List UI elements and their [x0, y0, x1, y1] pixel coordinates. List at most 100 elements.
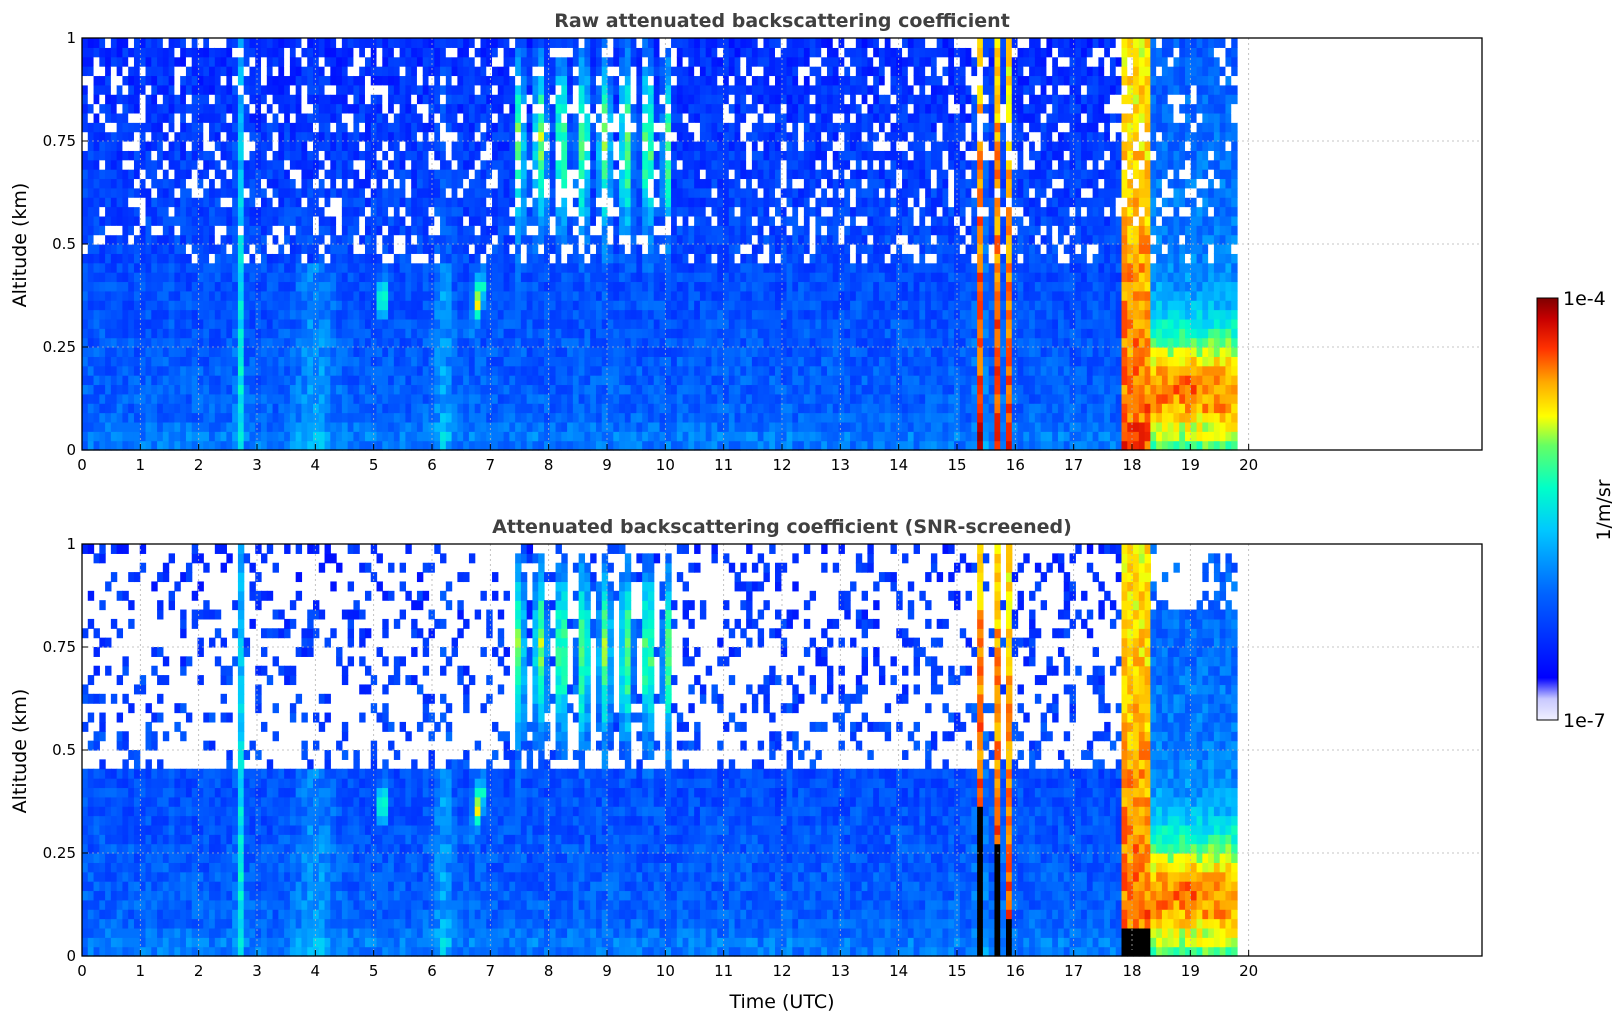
heatmap-cell — [694, 384, 701, 395]
heatmap-cell — [376, 141, 383, 151]
heatmap-cell — [601, 131, 609, 142]
heatmap-cell — [538, 94, 545, 105]
heatmap-cell — [607, 75, 614, 86]
heatmap-cell — [289, 150, 297, 161]
heatmap-cell — [261, 309, 268, 320]
heatmap-cell — [209, 84, 216, 95]
heatmap-cell — [313, 356, 320, 367]
heatmap-cell — [717, 84, 724, 95]
heatmap-cell — [509, 412, 516, 423]
heatmap-cell — [122, 337, 129, 348]
heatmap-cell — [370, 262, 378, 273]
heatmap-cell — [659, 178, 666, 189]
heatmap-cell — [676, 244, 684, 254]
heatmap-cell — [676, 365, 684, 376]
heatmap-cell — [243, 169, 251, 180]
heatmap-cell — [289, 234, 297, 245]
heatmap-cell — [509, 300, 516, 311]
heatmap-cell — [532, 365, 539, 376]
heatmap-cell — [705, 84, 713, 95]
heatmap-cell — [122, 94, 129, 105]
heatmap-cell — [503, 234, 510, 245]
heatmap-cell — [388, 421, 395, 432]
heatmap-cell — [647, 112, 655, 123]
heatmap-cell — [532, 375, 539, 386]
heatmap-cell — [590, 66, 597, 77]
heatmap-cell — [549, 103, 557, 114]
heatmap-cell — [636, 56, 643, 67]
heatmap-cell — [503, 112, 510, 123]
heatmap-cell — [497, 375, 505, 386]
heatmap-cell — [445, 356, 453, 367]
heatmap-cell — [630, 178, 638, 189]
heatmap-cell — [116, 384, 124, 395]
heatmap-cell — [261, 75, 268, 86]
heatmap-cell — [544, 169, 551, 180]
heatmap-cell — [139, 187, 147, 198]
heatmap-cell — [595, 66, 603, 77]
heatmap-cell — [99, 131, 106, 142]
heatmap-cell — [399, 131, 407, 142]
heatmap-cell — [619, 421, 626, 432]
heatmap-cell — [445, 122, 453, 133]
heatmap-cell — [416, 38, 424, 48]
heatmap-cell — [364, 131, 372, 142]
heatmap-cell — [711, 141, 718, 151]
heatmap-cell — [642, 244, 649, 254]
heatmap-cell — [595, 328, 603, 339]
heatmap-cell — [388, 290, 395, 301]
heatmap-cell — [434, 206, 441, 217]
heatmap-cell — [347, 169, 355, 180]
heatmap-cell — [382, 94, 389, 105]
heatmap-cell — [451, 431, 458, 442]
heatmap-cell — [434, 84, 441, 95]
heatmap-cell — [549, 300, 557, 311]
heatmap-cell — [376, 356, 383, 367]
heatmap-cell — [313, 347, 320, 357]
heatmap-cell — [503, 412, 510, 423]
heatmap-cell — [578, 412, 586, 423]
heatmap-cell — [393, 94, 401, 105]
heatmap-cell — [185, 103, 193, 114]
heatmap-cell — [185, 272, 193, 283]
heatmap-cell — [492, 38, 499, 48]
heatmap-cell — [370, 206, 378, 217]
heatmap-cell — [728, 290, 736, 301]
heatmap-cell — [243, 384, 251, 395]
heatmap-cell — [734, 272, 741, 283]
heatmap-cell — [538, 403, 545, 414]
heatmap-cell — [214, 300, 222, 311]
heatmap-cell — [249, 281, 256, 292]
heatmap-cell — [601, 75, 609, 86]
heatmap-cell — [734, 281, 741, 292]
heatmap-cell — [416, 328, 424, 339]
heatmap-cell — [676, 131, 684, 142]
heatmap-cell — [226, 103, 233, 114]
heatmap-cell — [492, 365, 499, 376]
heatmap-cell — [578, 197, 586, 208]
heatmap-cell — [220, 47, 227, 58]
heatmap-cell — [82, 262, 89, 273]
heatmap-cell — [226, 56, 233, 67]
heatmap-cell — [151, 272, 158, 283]
heatmap-cell — [538, 318, 545, 329]
heatmap-cell — [659, 94, 666, 105]
heatmap-cell — [145, 197, 152, 208]
heatmap-cell — [110, 150, 118, 161]
heatmap-cell — [243, 440, 251, 451]
heatmap-cell — [595, 262, 603, 273]
heatmap-cell — [139, 84, 147, 95]
heatmap-cell — [694, 281, 701, 292]
heatmap-cell — [289, 84, 297, 95]
heatmap-cell — [515, 187, 522, 198]
heatmap-cell — [266, 384, 274, 395]
heatmap-cell — [364, 141, 372, 151]
heatmap-cell — [180, 38, 187, 48]
heatmap-cell — [272, 150, 279, 161]
heatmap-cell — [734, 244, 741, 254]
heatmap-cell — [422, 244, 430, 254]
heatmap-cell — [393, 365, 401, 376]
heatmap-cell — [289, 272, 297, 283]
heatmap-cell — [214, 290, 222, 301]
heatmap-cell — [584, 253, 591, 264]
